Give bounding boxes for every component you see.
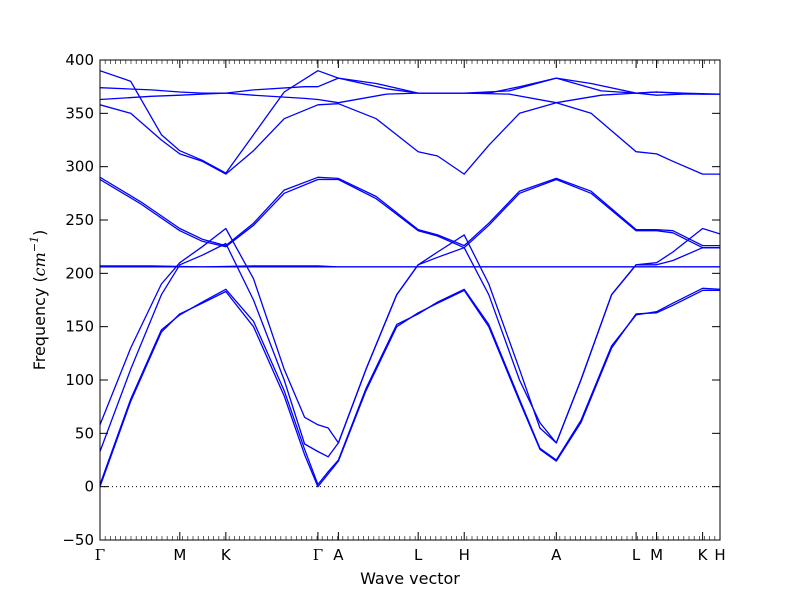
y-axis-label-prefix: Frequency ( bbox=[30, 276, 49, 370]
phonon-band-7 bbox=[100, 178, 720, 249]
y-tick-label: 50 bbox=[75, 424, 94, 442]
phonon-band-6 bbox=[100, 265, 720, 268]
x-tick-label-A: A bbox=[551, 546, 562, 564]
y-tick-label: 150 bbox=[65, 318, 94, 336]
phonon-band-9 bbox=[100, 102, 720, 175]
x-axis-label: Wave vector bbox=[360, 569, 460, 588]
y-tick-label: 350 bbox=[65, 104, 94, 122]
x-tick-label-K: K bbox=[698, 546, 709, 564]
x-tick-label-L: L bbox=[632, 546, 641, 564]
y-tick-label: −50 bbox=[62, 531, 94, 549]
y-tick-label: 400 bbox=[65, 51, 94, 69]
phonon-band-1 bbox=[100, 289, 720, 488]
x-tick-label-Γ: Γ bbox=[95, 546, 105, 564]
phonon-band-2 bbox=[100, 287, 720, 486]
x-tick-label-H: H bbox=[459, 546, 470, 564]
phonon-band-12 bbox=[100, 92, 720, 104]
y-tick-label: 300 bbox=[65, 158, 94, 176]
x-tick-label-Γ: Γ bbox=[313, 546, 323, 564]
x-tick-label-M: M bbox=[650, 546, 663, 564]
phonon-band-4 bbox=[100, 227, 720, 444]
x-tick-label-M: M bbox=[173, 546, 186, 564]
y-tick-label: 0 bbox=[84, 478, 94, 496]
x-tick-label-A: A bbox=[333, 546, 344, 564]
x-tick-label-L: L bbox=[414, 546, 423, 564]
x-tick-label-K: K bbox=[221, 546, 232, 564]
y-axis-label: Frequency (cm−1) bbox=[28, 230, 49, 371]
y-axis-label-unit: cm bbox=[30, 252, 49, 276]
y-tick-label: 250 bbox=[65, 211, 94, 229]
plot-frame bbox=[99, 59, 721, 541]
y-axis-ticks: −50 0 50 100 150 200 250 300 350 400 bbox=[62, 51, 720, 549]
y-axis-label-exponent: −1 bbox=[28, 236, 41, 252]
y-tick-label: 200 bbox=[65, 264, 94, 282]
x-tick-label-H: H bbox=[714, 546, 725, 564]
y-tick-label: 100 bbox=[65, 371, 94, 389]
phonon-band-8 bbox=[100, 176, 720, 247]
plot-lines bbox=[100, 70, 720, 488]
y-axis-label-suffix: ) bbox=[30, 230, 49, 236]
